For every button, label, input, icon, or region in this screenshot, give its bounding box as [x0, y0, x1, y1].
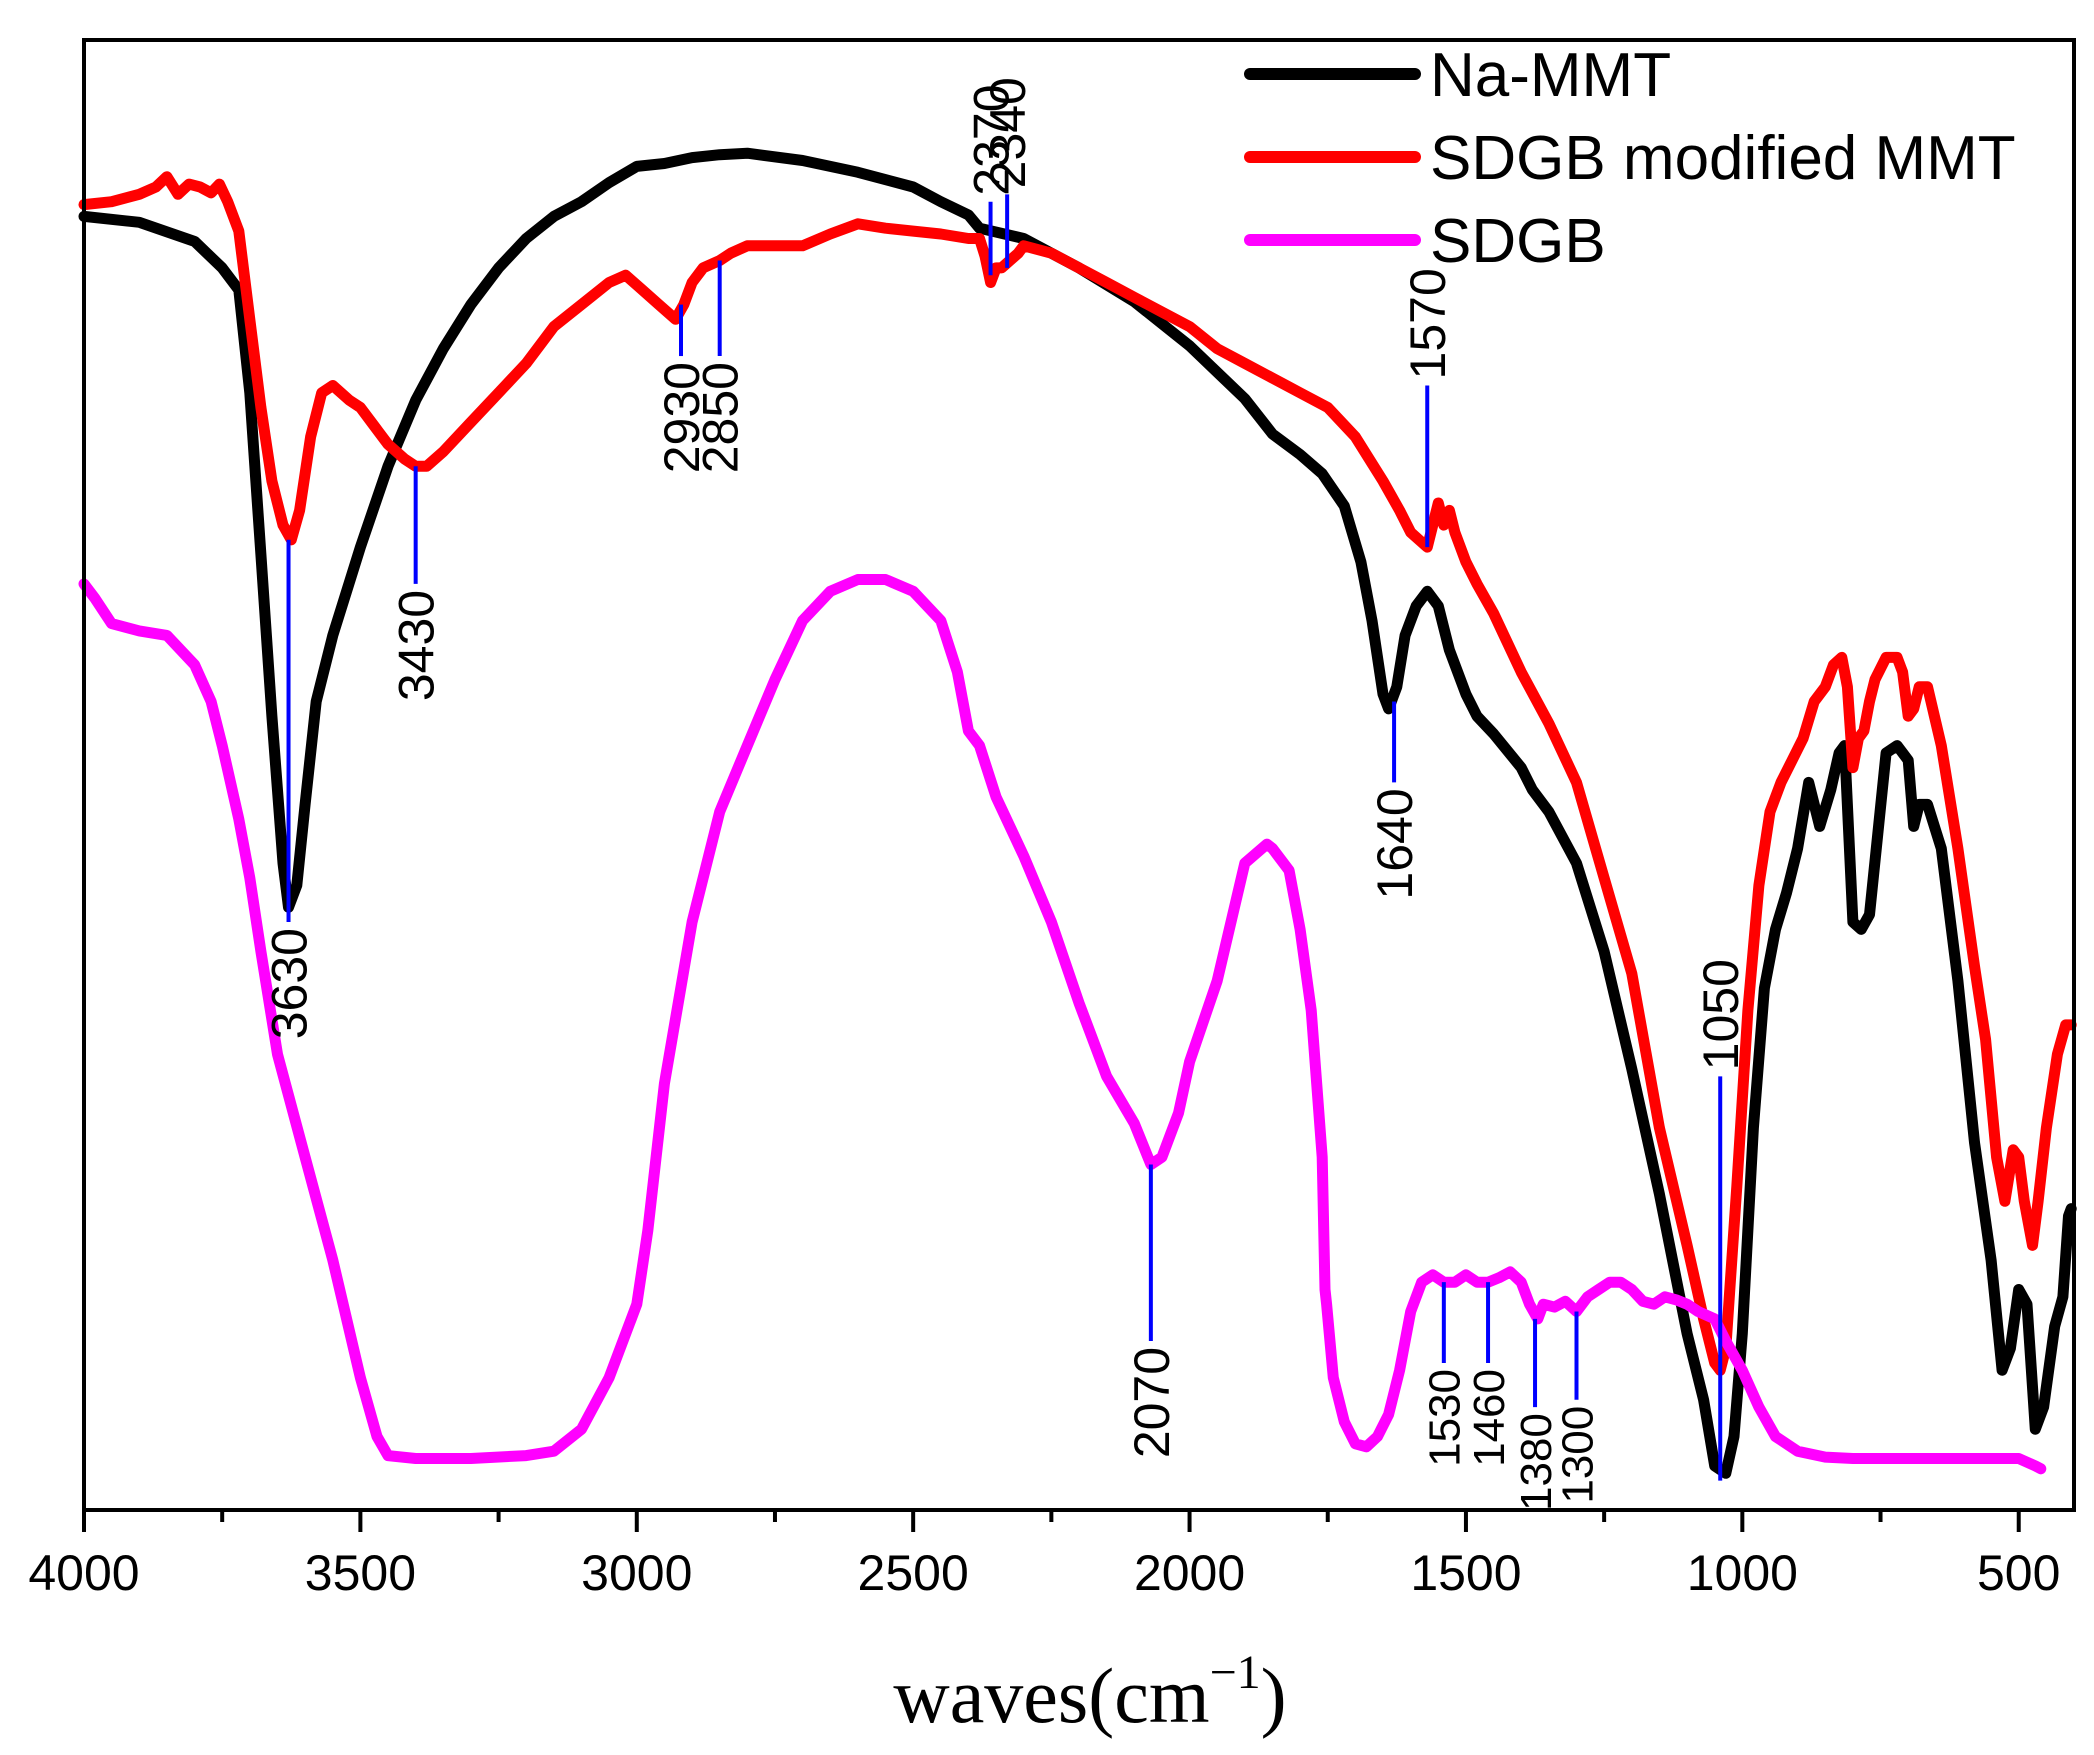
x-tick-label-3500: 3500 [305, 1545, 416, 1601]
x-tick-label-2500: 2500 [858, 1545, 969, 1601]
peak-label-3430: 3430 [389, 590, 445, 701]
x-axis-title-superscript: −1 [1210, 1646, 1261, 1699]
peak-label-1640: 1640 [1367, 788, 1423, 899]
peak-label-1530: 1530 [1421, 1369, 1470, 1467]
x-tick-label-500: 500 [1977, 1545, 2060, 1601]
series-layer [78, 147, 2077, 1479]
x-tick-label-1000: 1000 [1687, 1545, 1798, 1601]
series-line-na-mmt [78, 147, 2077, 1479]
legend: Na-MMT SDGB modified MMT SDGB [1244, 41, 2016, 276]
legend-label-sdgb: SDGB [1430, 207, 1606, 276]
series-line-sdgb-modified-mmt [78, 171, 2077, 1376]
peak-label-2340: 2340 [980, 77, 1036, 188]
x-axis-ticks: 4000 3500 3000 2500 2000 1500 1000 500 [28, 1510, 2060, 1601]
x-tick-label-1500: 1500 [1410, 1545, 1521, 1601]
x-tick-label-2000: 2000 [1134, 1545, 1245, 1601]
peak-label-2070: 2070 [1124, 1347, 1180, 1458]
peak-label-1460: 1460 [1465, 1369, 1514, 1467]
legend-label-na-mmt: Na-MMT [1430, 41, 1671, 110]
x-tick-label-4000: 4000 [28, 1545, 139, 1601]
legend-label-sdgb-modified-mmt: SDGB modified MMT [1430, 124, 2016, 193]
x-axis-title-close: ) [1261, 1652, 1287, 1739]
peak-label-1570: 1570 [1400, 268, 1456, 379]
x-axis-title: waves(cm−1) [893, 1646, 1286, 1739]
series-line-sdgb [78, 574, 2047, 1475]
peak-label-2930: 2930 [654, 362, 710, 473]
peak-label-2850: 2850 [693, 362, 749, 473]
peak-label-1300: 1300 [1553, 1406, 1602, 1504]
x-tick-label-3000: 3000 [581, 1545, 692, 1601]
peak-label-3630: 3630 [262, 928, 318, 1039]
peak-label-2370: 2370 [964, 84, 1020, 195]
peak-label-1380: 1380 [1512, 1413, 1561, 1511]
x-axis-title-main: waves(cm [893, 1652, 1209, 1739]
plot-frame [82, 38, 2076, 1512]
peak-label-1050: 1050 [1693, 959, 1749, 1070]
